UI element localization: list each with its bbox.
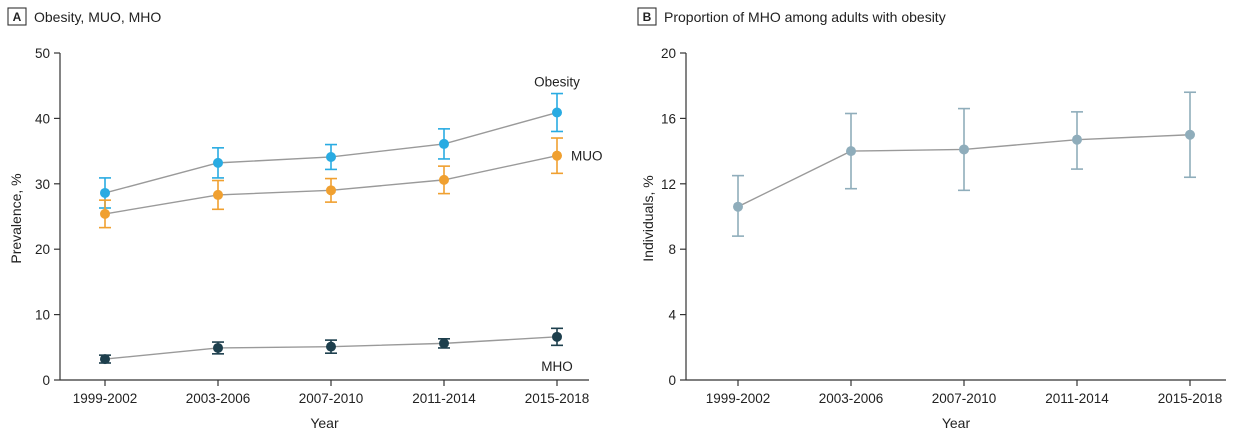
panel-b-x-axis-title: Year: [942, 415, 971, 431]
panel-b-series-point: [1185, 129, 1195, 140]
panel-a-series-obesity-point: [213, 157, 223, 168]
panel-a-x-tick-label: 2015-2018: [525, 391, 590, 406]
panel-a-y-tick-label: 20: [35, 242, 50, 257]
panel-b-x-tick-label: 2011-2014: [1045, 391, 1109, 406]
panel-b-x-tick-label: 2007-2010: [932, 391, 997, 406]
panel-a-series-obesity-point: [439, 138, 449, 149]
panel-b-y-tick-label: 8: [668, 242, 676, 257]
panel-a-series-mho-point: [326, 341, 336, 352]
panel-a-series-mho-point: [213, 342, 223, 353]
panel-a-series-obesity-point: [100, 187, 110, 198]
panel-a-series-mho-point: [439, 338, 449, 349]
panel-a-y-tick-label: 0: [42, 373, 50, 388]
panel-a-series-mho-label: MHO: [541, 359, 573, 374]
panel-a-series-muo-point: [213, 189, 223, 200]
panel-b-series-point: [733, 201, 743, 212]
panel-a-series-muo-point: [552, 150, 562, 161]
panel-a-x-tick-label: 2011-2014: [412, 391, 476, 406]
panel-b-x-tick-label: 2003-2006: [819, 391, 884, 406]
panel-a-series-muo-label: MUO: [571, 149, 603, 164]
panel-a-y-axis-title: Prevalence, %: [8, 173, 24, 263]
panel-b-letter-box: [637, 7, 657, 26]
panel-a-y-tick-label: 50: [35, 46, 50, 61]
panel-a-y-tick-label: 40: [35, 111, 50, 126]
panel-a-letter-box: [7, 7, 27, 26]
panel-a-letter: A: [13, 10, 22, 24]
panel-b-y-tick-label: 4: [668, 308, 676, 323]
panel-b-y-axis-title: Individuals, %: [640, 175, 656, 261]
panel-b-title: Proportion of MHO among adults with obes…: [664, 9, 946, 25]
panel-a-title: Obesity, MUO, MHO: [34, 9, 161, 25]
panel-a-x-axis-title: Year: [310, 415, 339, 431]
panel-a-x-tick-label: 1999-2002: [73, 391, 138, 406]
panel-b-series-point: [846, 146, 856, 157]
panel-b-y-tick-label: 16: [661, 111, 676, 126]
panel-a-series-mho-point: [552, 331, 562, 342]
panel-b-series-point: [959, 144, 969, 155]
panel-a-series-muo-point: [326, 185, 336, 196]
panel-b-x-tick-label: 1999-2002: [706, 391, 771, 406]
panel-b-letter: B: [643, 10, 652, 24]
panel-b-y-tick-label: 0: [668, 373, 676, 388]
panel-b-x-tick-label: 2015-2018: [1158, 391, 1223, 406]
panel-b-y-tick-label: 12: [661, 177, 676, 192]
panel-a-y-tick-label: 30: [35, 177, 50, 192]
panel-b-series-point: [1072, 134, 1082, 145]
panel-a-series-obesity-point: [552, 107, 562, 118]
panel-a-series-muo-point: [439, 174, 449, 185]
panel-a-x-tick-label: 2003-2006: [186, 391, 251, 406]
panel-b-y-tick-label: 20: [661, 46, 676, 61]
panel-a-x-tick-label: 2007-2010: [299, 391, 364, 406]
panel-a-series-obesity-point: [326, 151, 336, 162]
panel-a-series-obesity-label: Obesity: [534, 75, 580, 90]
panel-a-series-muo-point: [100, 208, 110, 219]
panel-a-series-mho-point: [100, 354, 110, 365]
panel-a-y-tick-label: 10: [35, 308, 50, 323]
